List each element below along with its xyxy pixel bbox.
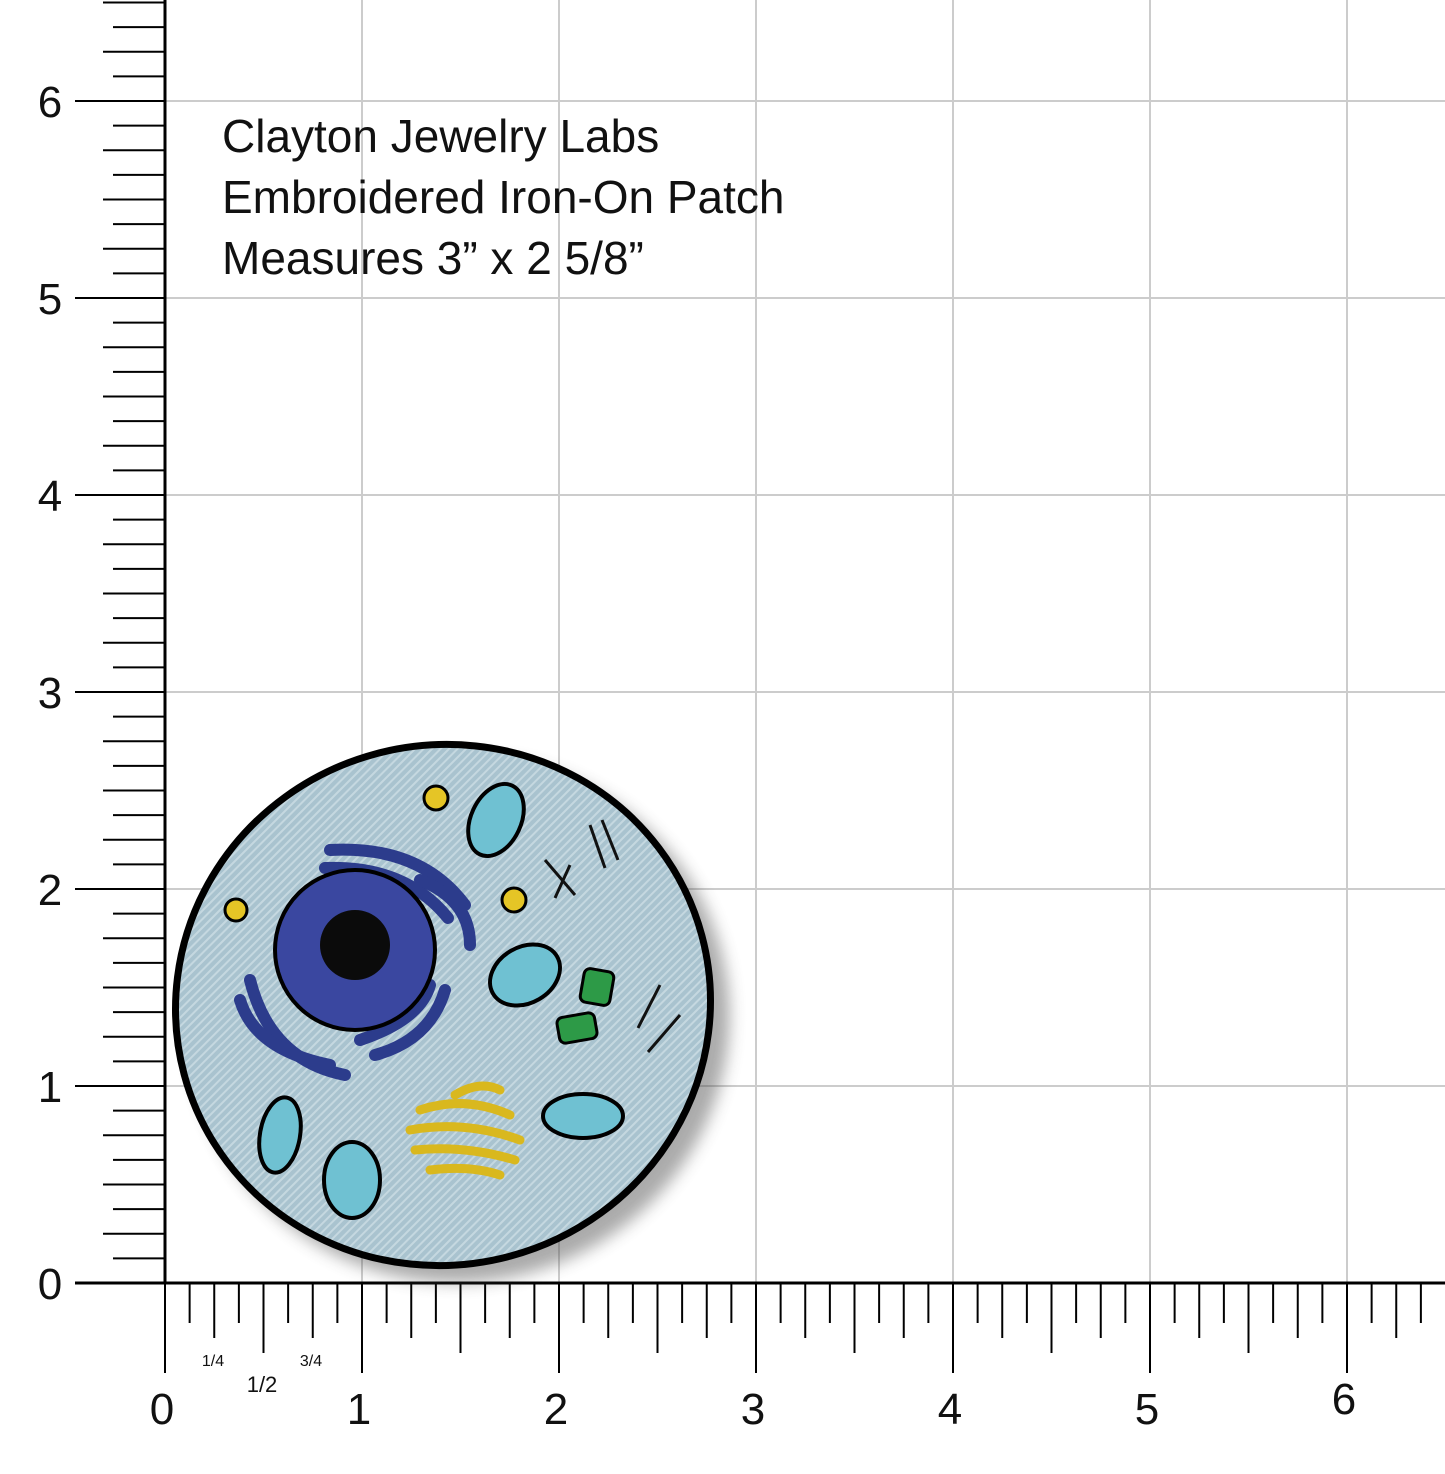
mitochondria: [257, 781, 625, 1220]
y-label: 3: [38, 669, 62, 718]
nucleolus: [320, 910, 390, 980]
x-label: 5: [1135, 1385, 1159, 1434]
fraction-label: 1/2: [247, 1372, 278, 1397]
centrioles: [543, 819, 682, 1053]
caption-line: Measures 3” x 2 5/8”: [222, 232, 644, 284]
y-label: 1: [38, 1063, 62, 1112]
ruler-labels: 0 1 2 3 4 5 6 0 1 2 3 4 5 6 1/4 1/2 3/4: [38, 78, 1356, 1434]
chloroplasts: [555, 967, 616, 1045]
y-label: 5: [38, 275, 62, 324]
caption-line: Embroidered Iron-On Patch: [222, 171, 785, 223]
ruler-ticks: [75, 0, 1445, 1373]
x-label: 0: [150, 1385, 174, 1434]
fraction-label: 1/4: [202, 1353, 224, 1370]
x-label: 1: [347, 1385, 371, 1434]
patch: [172, 740, 730, 1283]
golgi: [405, 1081, 525, 1180]
x-label: 4: [938, 1385, 962, 1434]
fraction-label: 3/4: [300, 1353, 322, 1370]
y-label: 4: [38, 472, 62, 521]
y-label: 2: [38, 866, 62, 915]
caption-line: Clayton Jewelry Labs: [222, 110, 659, 162]
x-label: 6: [1332, 1375, 1356, 1424]
y-label: 0: [38, 1260, 62, 1309]
x-label: 2: [544, 1385, 568, 1434]
y-label: 6: [38, 78, 62, 127]
vesicles: [223, 784, 528, 923]
er: [234, 843, 476, 1081]
x-label: 3: [741, 1385, 765, 1434]
